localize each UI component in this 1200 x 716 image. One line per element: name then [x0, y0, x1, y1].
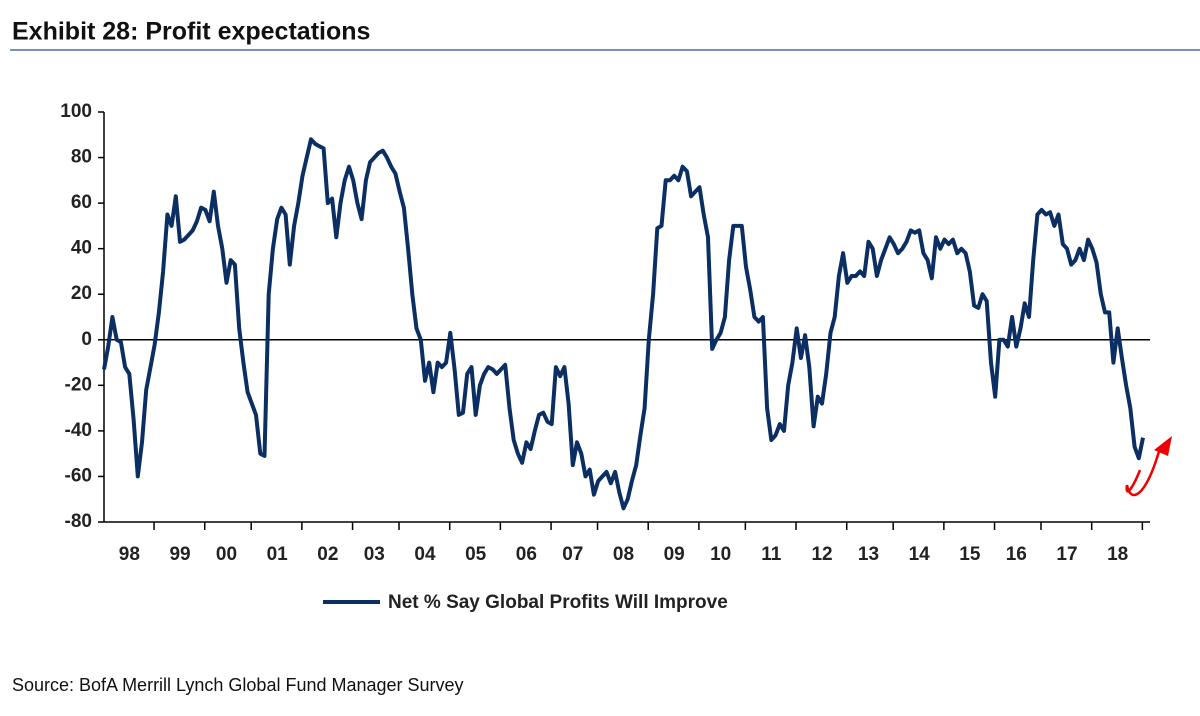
y-tick-label: -40 — [65, 420, 92, 441]
annotation-arrow — [1125, 447, 1162, 497]
x-tick-label: 13 — [858, 544, 879, 565]
source: Source: BofA Merrill Lynch Global Fund M… — [12, 675, 464, 695]
y-tick-label: 100 — [60, 101, 92, 122]
x-tick-label: 03 — [364, 544, 385, 565]
x-tick-label: 08 — [613, 544, 634, 565]
x-tick-label: 12 — [811, 544, 832, 565]
x-tick-label: 06 — [516, 544, 537, 565]
x-tick-label: 04 — [414, 544, 436, 565]
legend-label: Net % Say Global Profits Will Improve — [388, 592, 728, 613]
x-tick-label: 99 — [169, 544, 190, 565]
y-tick-label: 0 — [81, 329, 92, 350]
y-tick-label: -80 — [65, 511, 92, 532]
x-tick-label: 02 — [317, 544, 338, 565]
y-tick-label: 20 — [71, 283, 92, 304]
chart-title: Exhibit 28: Profit expectations — [12, 18, 370, 46]
annotation-arrowhead — [1154, 436, 1172, 456]
x-tick-label: 15 — [959, 544, 981, 565]
x-tick-label: 07 — [562, 544, 583, 565]
x-tick-label: 05 — [465, 544, 487, 565]
x-tick-label: 09 — [664, 544, 685, 565]
y-tick-label: -20 — [65, 374, 92, 395]
y-tick-label: -60 — [65, 465, 92, 486]
x-tick-label: 01 — [267, 544, 289, 565]
series-line — [102, 137, 1145, 511]
x-tick-label: 11 — [761, 544, 782, 565]
x-tick-label: 16 — [1006, 544, 1027, 565]
x-tick-label: 17 — [1056, 544, 1077, 565]
x-tick-label: 98 — [119, 544, 140, 565]
x-tick-label: 00 — [216, 544, 237, 565]
x-tick-label: 10 — [710, 544, 731, 565]
y-tick-label: 40 — [71, 238, 92, 259]
x-tick-label: 14 — [909, 544, 931, 565]
x-tick-label: 18 — [1107, 544, 1128, 565]
y-tick-label: 80 — [71, 147, 92, 168]
y-tick-label: 60 — [71, 192, 92, 213]
